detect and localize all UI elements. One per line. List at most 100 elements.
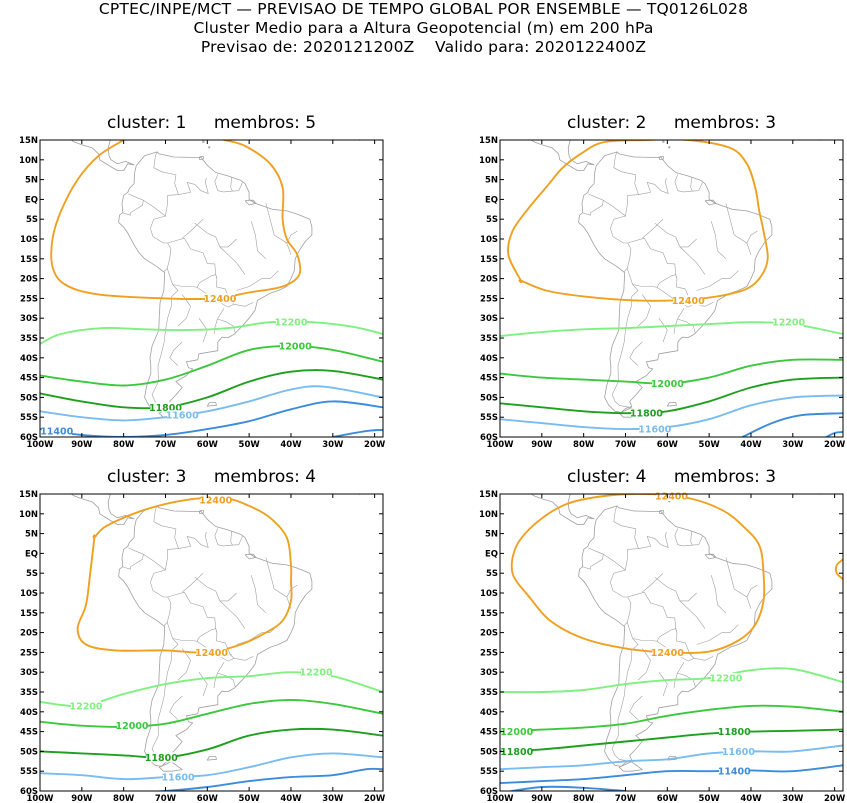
- country-border: [637, 294, 651, 327]
- lon-label: 70W: [155, 440, 177, 450]
- country-border: [667, 232, 706, 275]
- country-border: [683, 177, 693, 193]
- contour-label-bg: [117, 720, 148, 731]
- lon-label: 60W: [197, 794, 219, 803]
- lat-label: 10N: [479, 156, 498, 166]
- country-border: [642, 218, 664, 239]
- coastline: [382, 141, 383, 175]
- coastline: [704, 199, 717, 206]
- country-border: [721, 270, 739, 279]
- country-border: [153, 151, 179, 216]
- country-border: [677, 672, 696, 687]
- country-border: [725, 557, 735, 590]
- contour-label: 12400: [195, 648, 228, 659]
- lat-label: 50S: [20, 393, 38, 403]
- contour-label-bg: [150, 402, 181, 413]
- coastline: [198, 510, 205, 514]
- country-border: [611, 268, 639, 408]
- country-border: [674, 528, 684, 547]
- coastline: [659, 156, 664, 160]
- contour-line-11800: [500, 728, 843, 753]
- coastline: [382, 495, 383, 529]
- contour-label: 12400: [203, 294, 236, 305]
- country-border: [613, 151, 639, 216]
- lat-label: 55S: [480, 413, 498, 423]
- lat-label: 10N: [479, 510, 498, 520]
- lon-label: 40W: [280, 794, 302, 803]
- contour-label: 12000: [115, 721, 148, 732]
- lon-label: 60W: [657, 794, 679, 803]
- lat-label: 20S: [480, 275, 498, 285]
- lon-label: 60W: [657, 440, 679, 450]
- coastline: [662, 494, 665, 497]
- country-border: [213, 672, 218, 689]
- country-border: [613, 505, 639, 570]
- country-border: [153, 505, 179, 570]
- coastline: [70, 140, 135, 171]
- lon-label: 50W: [239, 440, 261, 450]
- country-border: [172, 282, 201, 288]
- contour-line-12200: [40, 671, 383, 708]
- coastline: [668, 500, 671, 503]
- lat-label: 5S: [26, 215, 38, 225]
- country-border: [250, 575, 267, 614]
- coastline: [618, 407, 643, 418]
- lat-label: EQ: [485, 195, 498, 205]
- contour-line-12400: [510, 494, 766, 654]
- coastline: [206, 402, 217, 407]
- lat-label: 45S: [20, 728, 38, 738]
- country-border: [656, 287, 695, 308]
- contour-line-12400: [835, 558, 843, 581]
- south-america-coast: [578, 505, 773, 767]
- contour-label-bg: [631, 408, 662, 419]
- coastline: [662, 140, 665, 143]
- contour-line-12400: [50, 140, 302, 300]
- panel-title: cluster: 2 membros: 3: [500, 113, 843, 133]
- lat-label: EQ: [25, 195, 38, 205]
- map-frame: [499, 493, 844, 792]
- lat-label: 10S: [480, 589, 498, 599]
- lat-label: 30S: [20, 668, 38, 678]
- country-border: [178, 531, 209, 549]
- header-line-1: CPTEC/INPE/MCT — PREVISAO DE TEMPO GLOBA…: [98, 0, 749, 18]
- country-border: [177, 294, 191, 327]
- coastline: [530, 140, 595, 171]
- country-border: [167, 591, 218, 633]
- lat-label: 35S: [20, 334, 38, 344]
- lat-label: 5N: [485, 176, 498, 186]
- membros-count: 5: [305, 113, 317, 133]
- contours: [500, 494, 843, 791]
- membros-label: membros:: [673, 113, 760, 133]
- country-border: [721, 624, 739, 633]
- country-border: [143, 199, 172, 273]
- lat-label: 5S: [486, 215, 498, 225]
- country-border: [232, 182, 243, 192]
- membros-label: membros:: [213, 113, 300, 133]
- lon-label: 80W: [573, 794, 595, 803]
- contour-label: 12400: [199, 495, 232, 506]
- contour-line-11800: [40, 369, 383, 410]
- contour-label: 11600: [162, 773, 195, 784]
- country-border: [274, 234, 292, 255]
- lat-label: 5S: [26, 569, 38, 579]
- contour-label: 12000: [651, 379, 684, 390]
- contour-line-12200: [500, 667, 843, 694]
- lon-label: 50W: [699, 794, 721, 803]
- country-border: [143, 553, 172, 627]
- lat-label: 15N: [19, 490, 38, 500]
- contour-label: 12000: [500, 727, 533, 738]
- contour-label: 12400: [655, 491, 688, 502]
- country-border: [167, 237, 218, 279]
- lon-label: 70W: [155, 794, 177, 803]
- lat-label: 15N: [19, 136, 38, 146]
- panel-title: cluster: 3 membros: 4: [40, 467, 383, 487]
- cluster-label: cluster:: [566, 467, 631, 487]
- country-border: [694, 656, 714, 661]
- membros-count: 4: [305, 467, 317, 487]
- contour-line-12400: [507, 140, 769, 302]
- country-border: [196, 287, 235, 308]
- coastline: [244, 199, 257, 206]
- coastline: [244, 553, 257, 560]
- cluster-number: 2: [635, 113, 647, 133]
- south-america-coast: [118, 151, 313, 413]
